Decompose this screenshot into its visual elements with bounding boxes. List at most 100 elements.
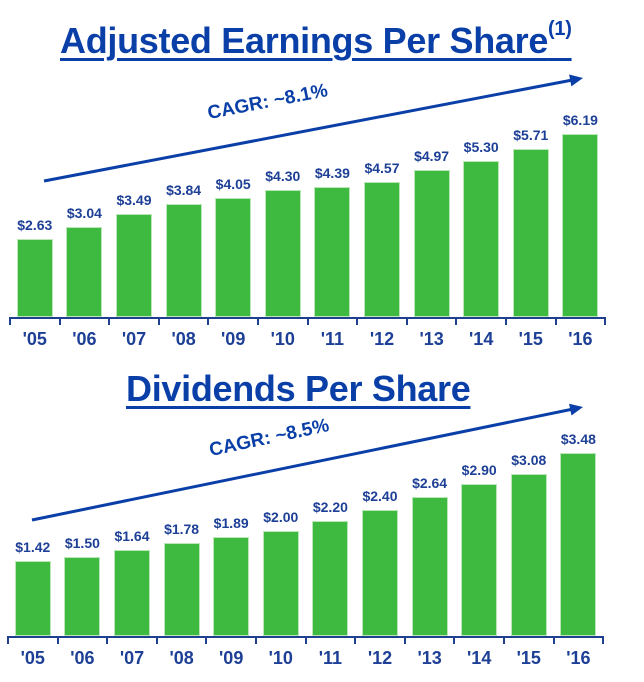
x-axis-tick <box>503 636 505 644</box>
bar <box>560 453 597 636</box>
x-axis-tick <box>354 636 357 644</box>
eps-title-footnote: (1) <box>548 18 572 40</box>
bar <box>213 536 250 636</box>
bar <box>312 520 349 636</box>
bar <box>66 227 103 317</box>
x-axis-tick <box>602 636 605 644</box>
bar-value-label: $5.30 <box>463 138 499 155</box>
bar <box>14 561 51 636</box>
bar-value-label: $1.42 <box>15 539 51 556</box>
bar-value-label: $2.40 <box>362 488 398 504</box>
eps-chart-title: Adjusted Earnings Per Share(1) <box>60 18 572 62</box>
x-axis-label: '08 <box>171 329 196 349</box>
bar-value-label: $4.30 <box>265 168 301 185</box>
bar-value-label: $4.57 <box>364 160 400 177</box>
bar <box>461 483 498 636</box>
dps-title-text: Dividends Per Share <box>126 368 471 409</box>
bar <box>116 214 152 317</box>
x-axis-label: '12 <box>369 329 395 349</box>
bar <box>411 497 448 636</box>
bar <box>114 549 150 636</box>
bar <box>512 148 549 317</box>
bar-value-label: $2.00 <box>263 509 299 525</box>
bar-value-label: $3.84 <box>166 181 202 198</box>
bar <box>262 531 299 636</box>
bar <box>463 160 500 317</box>
bar-value-label: $2.20 <box>312 498 348 515</box>
bar <box>64 557 101 636</box>
x-axis-tick <box>155 636 158 644</box>
x-axis-label: '10 <box>268 648 293 668</box>
x-axis-label: '13 <box>417 648 442 668</box>
x-axis-tick <box>255 636 257 644</box>
x-axis-label: '05 <box>20 648 45 668</box>
bar-value-label: $4.39 <box>314 165 350 182</box>
x-axis-tick <box>304 636 307 644</box>
x-axis-tick <box>505 317 507 325</box>
bar <box>562 134 599 317</box>
x-axis-tick <box>7 636 9 644</box>
dps-chart-title: Dividends Per Share <box>126 368 471 410</box>
x-axis-tick <box>56 636 59 644</box>
bar-value-label: $1.50 <box>64 535 100 552</box>
x-axis-label: '14 <box>467 648 492 668</box>
x-axis-label: '08 <box>169 648 194 668</box>
x-axis-tick <box>257 317 259 325</box>
x-axis-tick <box>205 636 208 644</box>
x-axis-label: '12 <box>367 648 393 668</box>
bar-value-label: $3.48 <box>560 431 596 448</box>
x-axis-tick <box>58 317 61 325</box>
bar-value-label: $2.63 <box>17 217 53 234</box>
bar <box>215 197 252 317</box>
bar-value-label: $6.19 <box>562 112 598 129</box>
x-axis-tick <box>405 317 408 325</box>
x-axis-tick <box>604 317 607 325</box>
bar-value-label: $1.78 <box>164 520 200 537</box>
bar <box>362 510 398 636</box>
x-axis-tick <box>306 317 309 325</box>
bar <box>364 182 400 317</box>
x-axis-tick <box>106 636 109 644</box>
x-axis-label: '16 <box>568 329 593 349</box>
x-axis-label: '15 <box>518 329 543 349</box>
bar-value-label: $1.64 <box>114 527 150 544</box>
x-axis-tick <box>207 317 210 325</box>
x-axis-label: '11 <box>320 329 345 349</box>
x-axis-label: '05 <box>22 329 47 349</box>
x-axis-tick <box>453 636 456 644</box>
x-axis-label: '15 <box>516 648 541 668</box>
bar-value-label: $5.71 <box>513 126 549 143</box>
eps-bar-chart: $2.63 '05 $3.04 '06 $3.49 '07 $3.84 '08 $4.05 '09… <box>9 74 607 349</box>
x-axis-label: '07 <box>121 329 147 349</box>
x-axis-label: '11 <box>318 648 343 668</box>
bar-value-label: $3.04 <box>66 205 102 222</box>
eps-title-text: Adjusted Earnings Per Share <box>60 20 549 61</box>
x-axis-tick <box>157 317 160 325</box>
x-axis-label: '09 <box>219 648 244 668</box>
bar-value-label: $3.08 <box>511 452 547 469</box>
bar <box>163 542 200 636</box>
x-axis-tick <box>108 317 111 325</box>
bar-value-label: $1.89 <box>213 514 249 531</box>
x-axis-tick <box>356 317 359 325</box>
x-axis-label: '10 <box>270 329 295 349</box>
x-axis-label: '06 <box>70 648 95 668</box>
bar <box>264 190 301 317</box>
x-axis-label: '14 <box>469 329 494 349</box>
bar-value-label: $4.97 <box>414 148 450 165</box>
x-axis-label: '13 <box>419 329 444 349</box>
x-axis-tick <box>552 636 555 644</box>
bar-value-label: $2.64 <box>412 475 448 492</box>
x-axis-label: '07 <box>119 648 145 668</box>
bar-value-label: $2.90 <box>461 461 497 478</box>
bar-value-label: $4.05 <box>215 175 251 192</box>
x-axis-label: '16 <box>566 648 591 668</box>
bar-value-label: $3.49 <box>116 192 152 209</box>
bar <box>16 239 53 317</box>
x-axis-tick <box>554 317 557 325</box>
x-axis-label: '09 <box>221 329 246 349</box>
x-axis-label: '06 <box>72 329 97 349</box>
